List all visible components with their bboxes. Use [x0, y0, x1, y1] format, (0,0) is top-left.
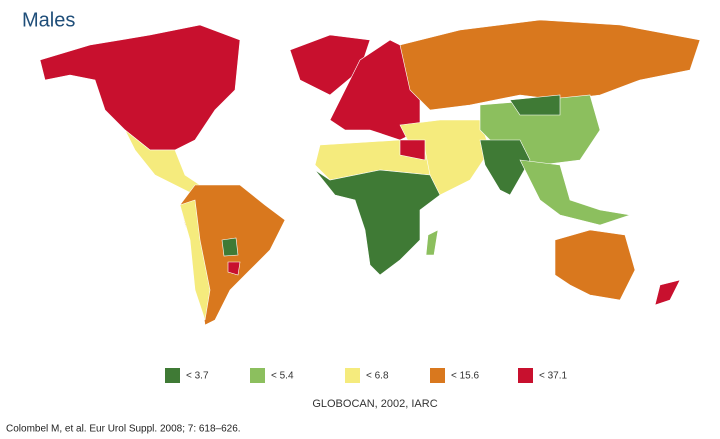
title: Males — [22, 9, 75, 31]
southeast-asia — [519, 159, 631, 226]
paraguay — [221, 237, 239, 257]
mongolia — [509, 94, 561, 116]
legend-source: GLOBOCAN, 2002, IARC — [312, 398, 437, 410]
egypt — [399, 139, 426, 161]
citation: Colombel M, et al. Eur Urol Suppl. 2008;… — [6, 424, 241, 435]
andes — [179, 199, 211, 321]
legend: < 3.7 < 5.4 < 6.8 < 15.6 < 37.1 — [165, 368, 568, 383]
india — [479, 139, 531, 196]
world-map — [39, 19, 701, 326]
north-america — [39, 24, 241, 151]
legend-label: < 15.6 — [451, 371, 480, 382]
legend-label: < 3.7 — [186, 371, 209, 382]
legend-label: < 5.4 — [271, 371, 294, 382]
russia — [399, 19, 701, 111]
sub-saharan-africa — [314, 169, 441, 276]
legend-swatch — [250, 368, 265, 383]
uruguay — [227, 261, 241, 276]
madagascar — [425, 229, 439, 256]
new-zealand — [654, 279, 681, 306]
legend-swatch — [345, 368, 360, 383]
australia — [554, 229, 636, 301]
legend-swatch — [165, 368, 180, 383]
legend-label: < 37.1 — [539, 371, 568, 382]
legend-swatch — [518, 368, 533, 383]
legend-swatch — [430, 368, 445, 383]
legend-label: < 6.8 — [366, 371, 389, 382]
